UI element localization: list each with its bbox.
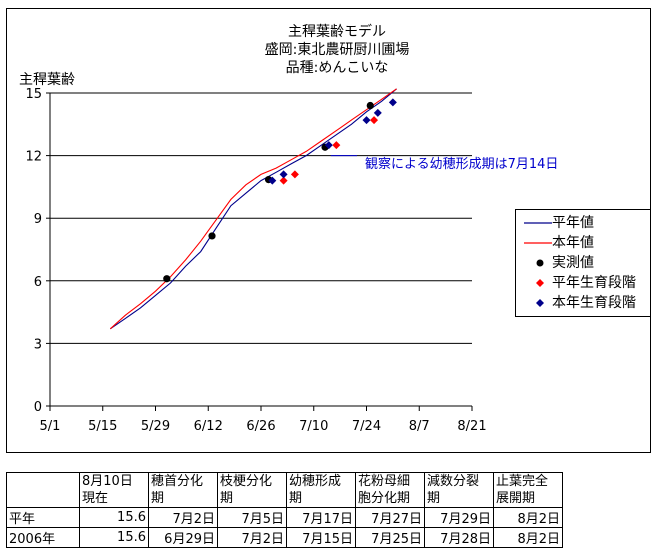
legend-label: 実測値: [552, 255, 594, 271]
chart-title-line-1: 主稈葉齢モデル: [288, 24, 386, 40]
chart-title-line-3: 品種:めんこいな: [285, 60, 389, 76]
series-line-0: [109, 88, 397, 330]
table-header-cell: 幼穂形成期: [286, 472, 356, 508]
grid-layer: [50, 92, 472, 344]
table-row-label: 2006年: [6, 527, 80, 548]
table-header-cell: [6, 472, 80, 508]
series-layer: [109, 88, 397, 330]
table-row-label: 平年: [6, 507, 80, 528]
data-point-stage-4: [268, 176, 277, 185]
legend-label: 平年値: [552, 215, 594, 231]
table-cell: 15.6: [79, 527, 149, 548]
annotation-text: 観察による幼穂形成期は7月14日: [365, 157, 559, 172]
growth-stage-table: 8月10日 現在 穂首分化期 枝梗分化期 幼穂形成期 花粉母細 胞分化期 減数分裂期…: [6, 472, 563, 548]
table-cell: 7月25日: [355, 527, 425, 548]
table-header-row: 8月10日 現在 穂首分化期 枝梗分化期 幼穂形成期 花粉母細 胞分化期 減数分裂期…: [6, 472, 563, 508]
chart-frame: 0 3 6 9 12 15 5/1 5/15 5/29 6/12 6/26 7/10 7/24 8/7 8/…: [6, 8, 651, 453]
data-point-stage-4: [362, 116, 371, 125]
x-tick-label: 5/1: [40, 419, 61, 434]
chart-plot: 0 3 6 9 12 15 5/1 5/15 5/29 6/12 6/26 7/10 7/24 8/7 8/…: [25, 87, 486, 434]
y-axis-label: 主稈葉齢: [19, 72, 75, 88]
marker-layer: [163, 98, 397, 283]
data-point-stage-3: [290, 170, 299, 179]
x-tick-label: 5/15: [88, 419, 117, 434]
data-point-stage-3: [370, 116, 379, 125]
x-tick-label: 6/26: [246, 419, 275, 434]
y-tick-label: 6: [34, 275, 42, 290]
data-point-measured: [366, 101, 374, 110]
data-point-stage-4: [324, 141, 333, 150]
table-cell: 7月27日: [355, 507, 425, 528]
data-point-stage-3: [332, 141, 341, 150]
x-tick-label: 8/7: [409, 419, 430, 434]
table-cell: 8月2日: [493, 507, 563, 528]
y-tick-label: 0: [34, 400, 42, 415]
data-point-stage-3: [279, 176, 288, 185]
table-header-cell: 枝梗分化期: [217, 472, 287, 508]
legend-item-heinen-stage: 平年生育段階: [516, 274, 650, 292]
x-tick-label: 6/12: [194, 419, 223, 434]
legend-item-honnen-line: 本年値: [516, 234, 650, 252]
table-row: 平年 15.6 7月2日 7月5日 7月17日 7月27日 7月29日 8月2日: [6, 507, 563, 528]
table-header-cell: 止葉完全 展開期: [493, 472, 563, 508]
y-tick-label: 12: [25, 150, 42, 165]
table-cell: 7月5日: [217, 507, 287, 528]
y-tick-label: 15: [25, 87, 42, 102]
chart-title-line-2: 盛岡:東北農研厨川圃場: [264, 42, 410, 58]
table-cell: 15.6: [79, 507, 149, 528]
table-header-cell: 花粉母細 胞分化期: [355, 472, 425, 508]
data-point-measured: [163, 275, 171, 283]
table-cell: 7月28日: [424, 527, 494, 548]
data-point-stage-4: [388, 98, 397, 107]
table-header-cell: 8月10日 現在: [79, 472, 149, 508]
table-cell: 6月29日: [148, 527, 218, 548]
table-header-cell: 減数分裂期: [424, 472, 494, 508]
table-cell: 7月15日: [286, 527, 356, 548]
x-tick-label: 7/24: [352, 419, 381, 434]
data-point-measured: [208, 232, 216, 240]
x-tick-label: 7/10: [299, 419, 328, 434]
data-point-stage-4: [279, 170, 288, 179]
x-tick-label: 8/21: [457, 419, 486, 434]
legend-item-honnen-stage: 本年生育段階: [516, 294, 650, 312]
table-row: 2006年 15.6 6月29日 7月2日 7月15日 7月25日 7月28日 …: [6, 527, 563, 548]
x-tick-label: 5/29: [141, 419, 170, 434]
table-cell: 7月17日: [286, 507, 356, 528]
table-cell: 7月2日: [148, 507, 218, 528]
legend-item-heinen-line: 平年値: [516, 214, 650, 232]
table-header-cell: 穂首分化期: [148, 472, 218, 508]
legend-label: 本年値: [552, 235, 594, 251]
legend-label: 平年生育段階: [552, 275, 636, 291]
y-tick-label: 3: [34, 337, 42, 352]
legend-item-measured: 実測値: [516, 254, 650, 272]
series-line-1: [109, 88, 397, 330]
table-cell: 7月2日: [217, 527, 287, 548]
legend-label: 本年生育段階: [552, 295, 636, 311]
y-tick-label: 9: [34, 212, 42, 227]
table-cell: 8月2日: [493, 527, 563, 548]
legend: 平年値 本年値 実測値 平年生育段階 本年生育段階: [515, 209, 651, 317]
axis-layer: 0 3 6 9 12 15 5/1 5/15 5/29 6/12 6/26 7/10 7/24 8/7 8/…: [25, 87, 486, 434]
data-point-stage-4: [373, 108, 382, 117]
table-cell: 7月29日: [424, 507, 494, 528]
